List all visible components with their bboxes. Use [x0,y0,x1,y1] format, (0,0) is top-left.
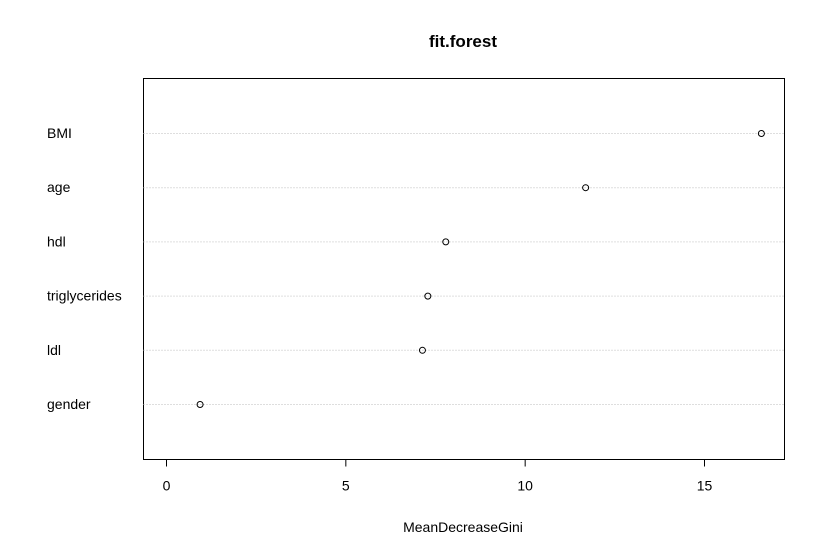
category-labels: BMI age hdl triglycerides ldl gender [47,125,122,412]
data-point-0 [757,130,765,137]
category-label-3: triglycerides [47,288,122,304]
category-label-2: hdl [47,233,66,249]
x-axis: 0 5 10 15 [163,459,713,494]
x-tick-label-1: 5 [342,478,350,494]
x-tick-label-0: 0 [163,478,171,494]
category-label-4: ldl [47,342,61,358]
data-point-5 [196,401,204,408]
data-points [196,130,765,408]
guide-lines [143,133,785,405]
x-axis-label: MeanDecreaseGini [403,519,523,535]
x-tick-label-2: 10 [517,478,533,494]
x-tick-label-3: 15 [697,478,713,494]
category-label-5: gender [47,396,91,412]
chart-title: fit.forest [429,32,497,51]
data-point-1 [582,184,590,192]
plot-frame [143,78,785,460]
data-point-4 [418,346,426,354]
category-label-1: age [47,179,71,195]
data-point-2 [442,238,450,246]
data-point-3 [424,292,432,300]
category-label-0: BMI [47,125,72,141]
